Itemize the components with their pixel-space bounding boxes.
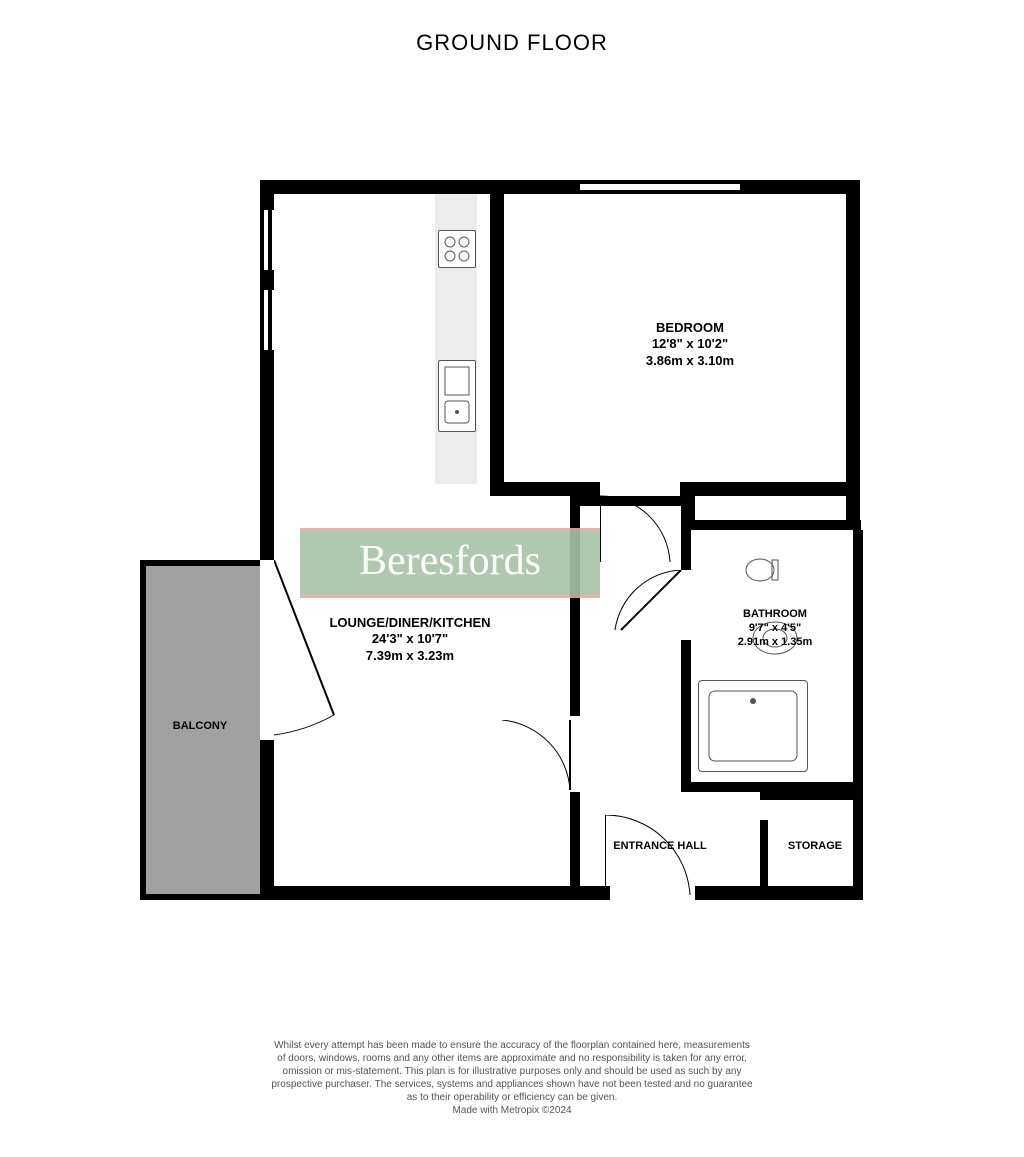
balcony-label: BALCONY xyxy=(150,720,250,734)
bathroom-label: BATHROOM 9'7" x 4'5" 2.91m x 1.35m xyxy=(695,608,855,649)
bedroom-label: BEDROOM 12'8" x 10'2" 3.86m x 3.10m xyxy=(590,320,790,369)
door-arc-icon xyxy=(605,815,700,910)
storage-label: STORAGE xyxy=(770,840,860,854)
entrance-label: ENTRANCE HALL xyxy=(580,840,740,854)
floor-plan: Beresfords BEDROOM 12'8" x 10'2" 3.86m x… xyxy=(140,180,880,930)
door-arc-icon xyxy=(600,482,680,562)
page-title: GROUND FLOOR xyxy=(0,30,1024,56)
watermark-logo: Beresfords xyxy=(300,528,600,598)
bath-icon xyxy=(698,680,808,772)
hob-icon xyxy=(438,230,476,268)
sink-icon xyxy=(438,360,476,432)
door-arc-icon xyxy=(490,720,580,810)
door-arc-icon xyxy=(611,570,691,650)
toilet-icon xyxy=(740,550,780,595)
lounge-label: LOUNGE/DINER/KITCHEN 24'3" x 10'7" 7.39m… xyxy=(290,615,530,664)
disclaimer-text: Whilst every attempt has been made to en… xyxy=(50,1039,974,1117)
